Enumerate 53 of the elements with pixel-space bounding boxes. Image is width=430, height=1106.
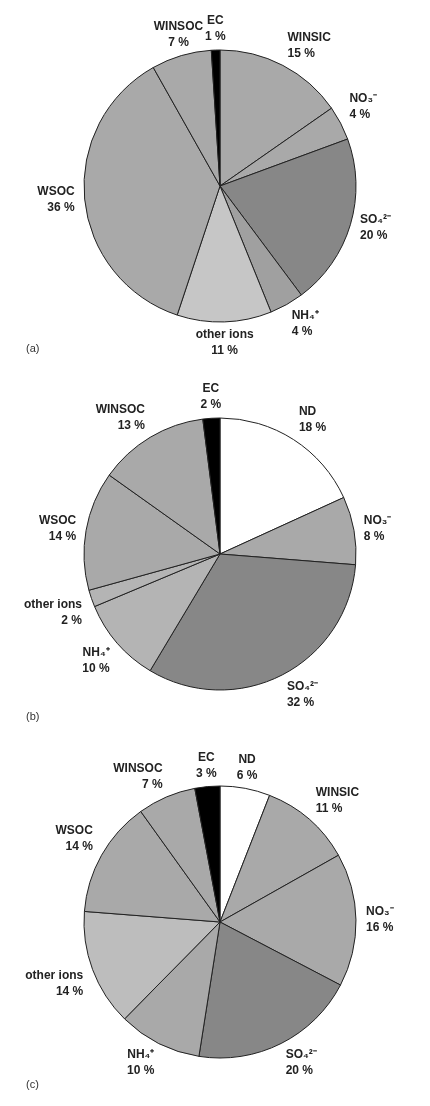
data-label: 6 % bbox=[236, 767, 258, 782]
data-label: 13 % bbox=[117, 417, 146, 432]
slice-label: NO₃⁻ bbox=[349, 91, 378, 106]
data-label: 11 % bbox=[211, 342, 239, 357]
data-label: 7 % bbox=[141, 776, 163, 791]
data-label: 20 % bbox=[359, 227, 388, 242]
slice-label: ND bbox=[298, 404, 317, 419]
data-label: 2 % bbox=[200, 397, 222, 412]
data-label: 18 % bbox=[298, 420, 327, 435]
data-label: 14 % bbox=[65, 839, 94, 854]
data-label: 15 % bbox=[287, 45, 316, 60]
data-label: 3 % bbox=[196, 765, 218, 780]
slice-label: WINSOC bbox=[153, 19, 204, 34]
slice-label: ND bbox=[238, 751, 257, 766]
data-label: 10 % bbox=[126, 1063, 155, 1078]
slice-label: EC bbox=[198, 749, 216, 764]
text: (a) bbox=[26, 342, 40, 354]
text: (b) bbox=[26, 710, 40, 722]
data-label: 7 % bbox=[168, 35, 190, 50]
data-label: 1 % bbox=[204, 29, 226, 44]
data-label: 11 % bbox=[315, 800, 343, 815]
slice-label: SO₄²⁻ bbox=[286, 678, 318, 693]
data-label: 32 % bbox=[286, 694, 315, 709]
slice-label: SO₄²⁻ bbox=[359, 211, 392, 226]
slice-label: WINSIC bbox=[315, 784, 360, 799]
slice-label: NH₄⁺ bbox=[82, 644, 110, 659]
data-label: 14 % bbox=[48, 528, 77, 543]
slice-label: NO₃⁻ bbox=[363, 512, 392, 527]
text: (c) bbox=[26, 1078, 39, 1090]
data-label: 16 % bbox=[365, 919, 394, 934]
slice-label: NH₄⁺ bbox=[291, 308, 319, 323]
data-label: 8 % bbox=[363, 528, 385, 543]
data-label: 2 % bbox=[61, 612, 83, 627]
slice-label: WSOC bbox=[55, 823, 94, 838]
slice-label: WINSOC bbox=[113, 760, 163, 775]
slice-label: NH₄⁺ bbox=[127, 1047, 155, 1062]
slice-label: EC bbox=[206, 13, 224, 28]
data-label: 36 % bbox=[47, 200, 75, 215]
slice-label: other ions bbox=[24, 596, 83, 611]
slice-label: WSOC bbox=[37, 184, 75, 199]
slice-label: NO₃⁻ bbox=[365, 903, 394, 918]
slice-label: other ions bbox=[25, 968, 84, 983]
data-label: 20 % bbox=[285, 1063, 314, 1078]
data-label: 14 % bbox=[55, 984, 84, 999]
slice-label: WINSOC bbox=[95, 401, 146, 416]
data-label: 10 % bbox=[82, 660, 110, 675]
slice-label: SO₄²⁻ bbox=[285, 1047, 317, 1062]
slice-label: WSOC bbox=[38, 512, 77, 527]
data-label: 4 % bbox=[291, 324, 313, 339]
slice-label: other ions bbox=[195, 326, 254, 341]
slice-label: EC bbox=[202, 381, 220, 396]
slice-label: WINSIC bbox=[287, 29, 332, 44]
data-label: 4 % bbox=[349, 107, 371, 122]
